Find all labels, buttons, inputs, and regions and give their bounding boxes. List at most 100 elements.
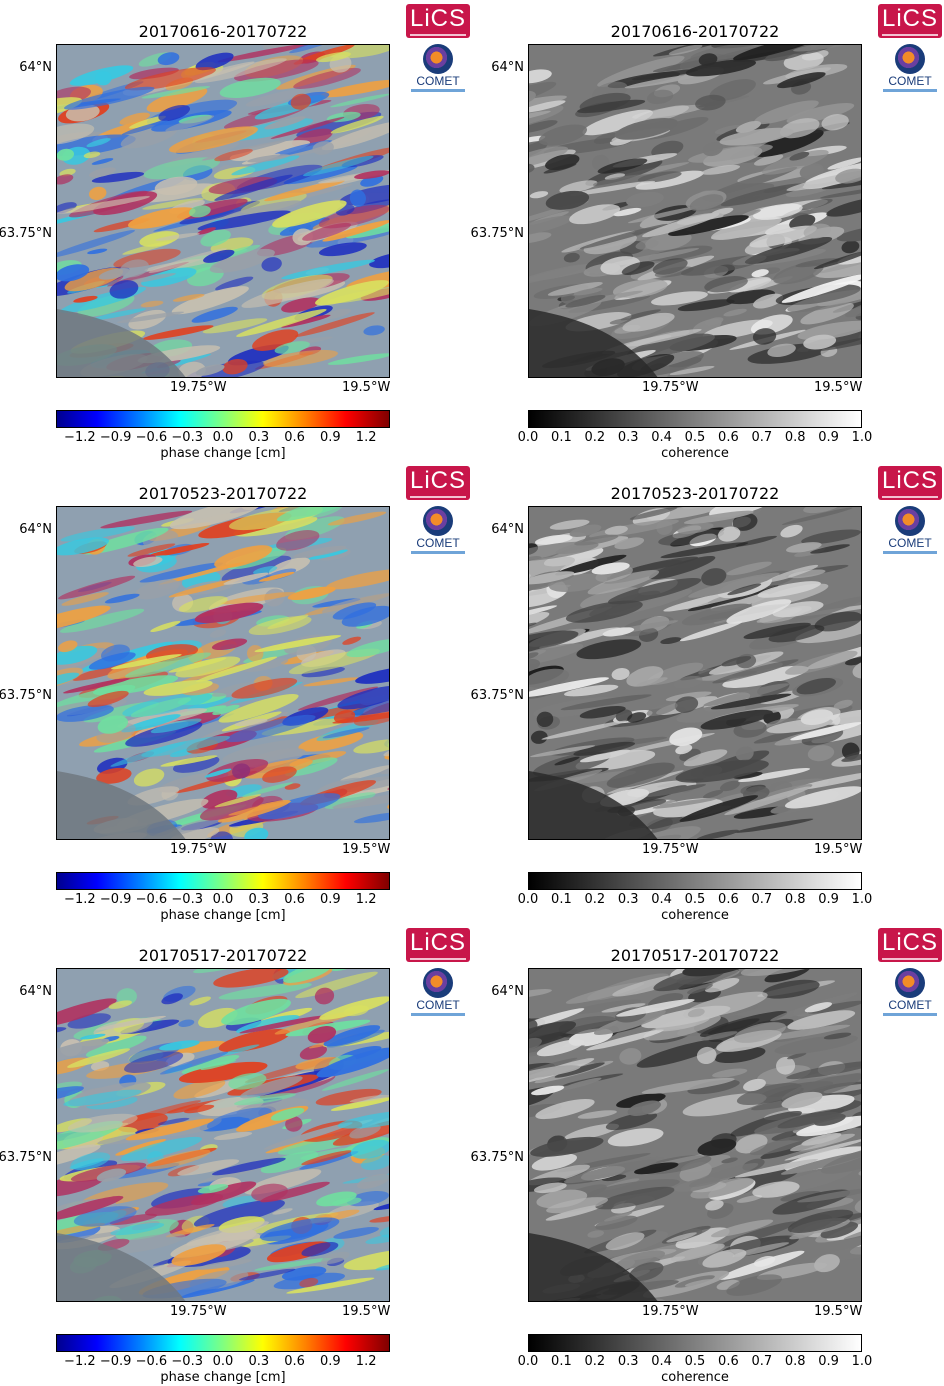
lics-logo: LiCS bbox=[406, 4, 470, 38]
lat-label-top: 64°N bbox=[19, 60, 52, 75]
lics-logo-tagline bbox=[882, 496, 938, 498]
colorbar-tick-label: −1.2 bbox=[64, 1354, 96, 1369]
colorbar-tick-label: −1.2 bbox=[64, 430, 96, 445]
lics-logo-tagline bbox=[410, 496, 466, 498]
lon-label-left: 19.75°W bbox=[642, 842, 699, 857]
colorbar-tick-label: 0.2 bbox=[584, 892, 606, 907]
colorbar-tick-label: 0.3 bbox=[617, 430, 639, 445]
lat-label-mid: 63.75°N bbox=[0, 1150, 52, 1165]
colorbar-tick-label: −1.2 bbox=[64, 892, 96, 907]
lon-label-right: 19.5°W bbox=[814, 842, 863, 857]
map-image bbox=[57, 507, 389, 839]
phase-panel: 20170616-20170722 64°N 63.75°N 19.75°W 19.5°… bbox=[0, 0, 472, 462]
colorbar-tick-label: 0.6 bbox=[284, 430, 305, 445]
comet-logo-tagline bbox=[411, 89, 465, 92]
colorbar-tick-label: 0.9 bbox=[818, 430, 839, 445]
lics-logo-tagline bbox=[410, 34, 466, 36]
lat-label-mid: 63.75°N bbox=[470, 688, 524, 703]
lon-label-left: 19.75°W bbox=[642, 380, 699, 395]
coherence-map bbox=[528, 44, 862, 378]
coherence-colorbar bbox=[528, 872, 862, 890]
colorbar-label: coherence bbox=[661, 446, 729, 461]
lics-logo-text: LiCS bbox=[881, 5, 939, 32]
colorbar-tick-label: 0.1 bbox=[551, 892, 572, 907]
lics-logo-text: LiCS bbox=[409, 467, 467, 494]
lat-label-top: 64°N bbox=[491, 984, 524, 999]
map-image bbox=[529, 507, 861, 839]
lics-logo-tagline bbox=[882, 958, 938, 960]
colorbar-tick-label: 0.9 bbox=[320, 892, 341, 907]
lics-logo-text: LiCS bbox=[409, 929, 467, 956]
map-image bbox=[529, 45, 861, 377]
lat-label-mid: 63.75°N bbox=[470, 1150, 524, 1165]
colorbar-label: coherence bbox=[661, 1370, 729, 1385]
colorbar-tick-label: −0.6 bbox=[135, 1354, 168, 1369]
interferogram-map bbox=[56, 506, 390, 840]
colorbar-tick-label: −0.3 bbox=[171, 1354, 203, 1369]
lon-label-left: 19.75°W bbox=[170, 380, 227, 395]
phase-panel: 20170517-20170722 64°N 63.75°N 19.75°W 19.5°… bbox=[0, 924, 472, 1386]
lon-label-left: 19.75°W bbox=[170, 842, 227, 857]
colorbar-tick-label: 1.2 bbox=[355, 892, 377, 907]
colorbar-tick-label: −0.9 bbox=[99, 892, 132, 907]
colorbar-tick-label: 0.4 bbox=[651, 1354, 672, 1369]
lics-logo-text: LiCS bbox=[409, 5, 467, 32]
colorbar-tick-label: 0.6 bbox=[718, 430, 739, 445]
lon-label-right: 19.5°W bbox=[814, 1304, 863, 1319]
colorbar-tick-label: 0.2 bbox=[584, 430, 606, 445]
colorbar-tick-label: 0.9 bbox=[320, 1354, 341, 1369]
colorbar-tick-label: 0.9 bbox=[320, 430, 341, 445]
lon-label-left: 19.75°W bbox=[642, 1304, 699, 1319]
comet-logo-text: COMET bbox=[416, 74, 460, 88]
panel-title: 20170523-20170722 bbox=[610, 484, 780, 503]
lics-logo: LiCS bbox=[878, 466, 942, 500]
colorbar-tick-label: 0.0 bbox=[517, 430, 539, 445]
comet-logo: COMET bbox=[878, 44, 942, 96]
lon-label-right: 19.5°W bbox=[342, 842, 391, 857]
comet-logo-tagline bbox=[883, 89, 937, 92]
comet-emblem-icon bbox=[423, 44, 453, 74]
lat-label-mid: 63.75°N bbox=[0, 688, 52, 703]
lat-label-mid: 63.75°N bbox=[0, 226, 52, 241]
comet-logo-tagline bbox=[883, 551, 937, 554]
colorbar-tick-label: 1.0 bbox=[851, 430, 873, 445]
colorbar-tick-label: −0.6 bbox=[135, 430, 168, 445]
comet-logo-tagline bbox=[411, 551, 465, 554]
colorbar-tick-label: 0.0 bbox=[517, 1354, 539, 1369]
comet-emblem-icon bbox=[895, 44, 925, 74]
map-image bbox=[57, 45, 389, 377]
panel-title: 20170517-20170722 bbox=[610, 946, 780, 965]
colorbar-tick-label: 0.3 bbox=[248, 430, 270, 445]
lics-logo-tagline bbox=[882, 34, 938, 36]
coherence-panel: 20170616-20170722 64°N 63.75°N 19.75°W 19.5°… bbox=[471, 0, 944, 462]
phase-colorbar bbox=[56, 410, 390, 428]
map-image bbox=[57, 969, 389, 1301]
comet-logo: COMET bbox=[406, 968, 470, 1020]
map-image bbox=[529, 969, 861, 1301]
colorbar-label: phase change [cm] bbox=[160, 1370, 286, 1385]
lics-logo-tagline bbox=[410, 958, 466, 960]
lics-logo: LiCS bbox=[406, 466, 470, 500]
colorbar-tick-label: 0.6 bbox=[284, 1354, 305, 1369]
lat-label-mid: 63.75°N bbox=[470, 226, 524, 241]
interferogram-map bbox=[56, 44, 390, 378]
colorbar-tick-label: 0.5 bbox=[684, 1354, 706, 1369]
lics-logo-text: LiCS bbox=[881, 929, 939, 956]
coherence-colorbar bbox=[528, 410, 862, 428]
comet-logo-text: COMET bbox=[416, 536, 460, 550]
colorbar-tick-label: 0.7 bbox=[751, 1354, 773, 1369]
comet-emblem-icon bbox=[423, 968, 453, 998]
colorbar-tick-label: 0.0 bbox=[212, 1354, 234, 1369]
comet-logo: COMET bbox=[406, 506, 470, 558]
coherence-colorbar bbox=[528, 1334, 862, 1352]
colorbar-tick-label: 0.3 bbox=[617, 892, 639, 907]
lon-label-left: 19.75°W bbox=[170, 1304, 227, 1319]
colorbar-tick-label: 0.6 bbox=[718, 892, 739, 907]
lat-label-top: 64°N bbox=[491, 522, 524, 537]
colorbar-tick-label: 0.6 bbox=[718, 1354, 739, 1369]
comet-logo-text: COMET bbox=[416, 998, 460, 1012]
comet-logo: COMET bbox=[878, 968, 942, 1020]
coherence-map bbox=[528, 968, 862, 1302]
coherence-map bbox=[528, 506, 862, 840]
colorbar-tick-label: 0.9 bbox=[818, 892, 839, 907]
